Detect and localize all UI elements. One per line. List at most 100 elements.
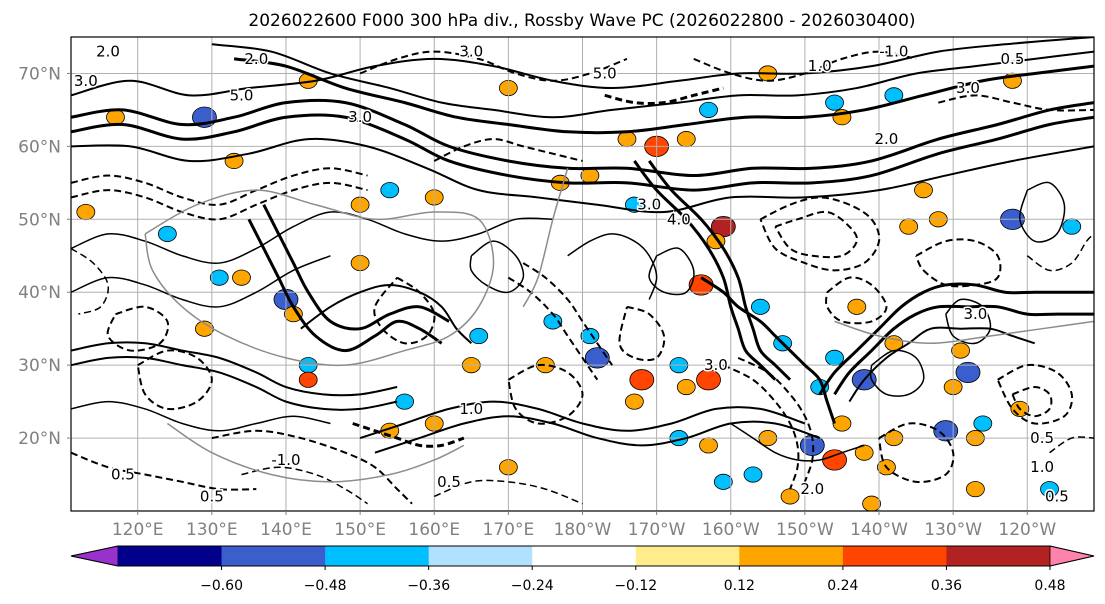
x-tick-label: 160°E: [408, 520, 460, 540]
shaded-cell-core: [591, 353, 603, 363]
contour-label: -1.0: [879, 43, 908, 61]
negative-contour: [1011, 386, 1053, 418]
colorbar-tick-label: −0.48: [304, 578, 347, 594]
negative-contour: [825, 276, 888, 325]
shaded-cell: [854, 444, 874, 461]
contour-layer: [71, 37, 1094, 505]
shaded-cell: [965, 481, 985, 498]
negative-contour: [759, 196, 881, 272]
negative-contour: [507, 276, 599, 381]
contour-label: 3.0: [459, 43, 483, 61]
shaded-cell: [825, 94, 844, 111]
contour-label: -1.0: [271, 451, 300, 469]
contour-label: 2.0: [875, 130, 899, 148]
positive-contour: [71, 113, 1094, 192]
shaded-cell: [580, 167, 600, 184]
positive-contour: [648, 247, 695, 296]
x-tick-label: 120°E: [112, 520, 164, 540]
colorbar-segment: [739, 546, 844, 566]
shaded-cell-core: [695, 280, 707, 290]
contour-label: 5.0: [593, 64, 617, 82]
negative-contour: [737, 356, 815, 483]
negative-contour: [71, 451, 257, 491]
positive-contour: [869, 349, 925, 397]
positive-contour: [469, 240, 525, 294]
positive-contour: [71, 341, 398, 397]
shaded-cell: [395, 393, 414, 410]
shaded-cell: [899, 218, 919, 235]
shaded-cell-core: [304, 376, 313, 384]
negative-contour: [1049, 436, 1094, 454]
colorbar-segment: [532, 546, 637, 566]
positive-contour: [374, 415, 821, 454]
positive-contour: [71, 255, 331, 308]
y-tick-label: 50°N: [18, 210, 61, 230]
shaded-cell: [699, 101, 718, 118]
negative-contour: [915, 238, 1002, 288]
negative-contour: [507, 363, 584, 425]
negative-contour: [211, 429, 413, 505]
negative-contour: [106, 305, 170, 352]
colorbar-segment: [842, 546, 947, 566]
colorbar-ticks: −0.60 −0.48 −0.36 −0.24 −0.12 0.12 0.24 0.36 0.4…: [200, 566, 1066, 594]
positive-contour: [71, 400, 331, 432]
contour-label: 5.0: [230, 86, 254, 104]
x-tick-label: 150°E: [334, 520, 386, 540]
x-tick-label: 160°W: [702, 520, 760, 540]
positive-contour: [833, 304, 1094, 396]
shaded-cell: [676, 378, 696, 396]
shaded-cell: [914, 182, 933, 199]
contour-label: 3.0: [74, 72, 98, 90]
y-axis-ticks: 20°N 30°N 40°N 50°N 60°N 70°N: [18, 64, 71, 449]
x-tick-label: 180°W: [554, 520, 612, 540]
x-tick-label: 150°W: [776, 520, 834, 540]
contour-label: 0.5: [200, 487, 224, 505]
positive-contour: [300, 283, 473, 344]
colorbar-tick-label: 0.36: [931, 578, 962, 594]
contour-label: 0.5: [437, 473, 461, 491]
colorbar-tick-label: −0.60: [200, 578, 243, 594]
shaded-cell-core: [703, 374, 714, 385]
rossby-pc-contour: [834, 320, 1094, 345]
negative-contour: [996, 363, 1074, 425]
contour-label: 3.0: [963, 305, 987, 323]
negative-contour: [241, 466, 368, 505]
y-tick-label: 30°N: [18, 356, 61, 376]
positive-contour: [233, 57, 1094, 135]
colorbar-tick-label: −0.36: [407, 578, 450, 594]
positive-contour: [945, 298, 992, 345]
negative-contour: [433, 479, 583, 505]
shaded-cell: [232, 269, 251, 286]
colorbar-extend-high: [1049, 545, 1095, 567]
shaded-cell: [580, 327, 600, 345]
negative-contour: [359, 50, 628, 82]
colorbar-segment: [635, 546, 740, 566]
contour-label: 3.0: [956, 79, 980, 97]
shaded-cell: [624, 393, 644, 410]
negative-contour: [938, 94, 1094, 112]
negative-contour: [522, 262, 613, 366]
rossby-pc-contour: [144, 189, 495, 367]
rossby-pc-contour: [166, 422, 465, 483]
negative-contour: [71, 167, 368, 206]
shaded-cell-core: [940, 425, 952, 436]
colorbar-segment: [118, 546, 223, 566]
negative-contour: [722, 364, 800, 490]
shaded-cell: [951, 342, 970, 359]
contour-label: 0.5: [111, 466, 135, 484]
x-tick-label: 140°W: [850, 520, 908, 540]
positive-contour: [818, 282, 1094, 396]
colorbar: [70, 545, 1095, 567]
positive-contour: [211, 43, 1094, 119]
shaded-cell: [469, 327, 489, 345]
colorbar-segment: [325, 546, 430, 566]
contour-label: 0.5: [1045, 487, 1069, 505]
shaded-cell: [209, 269, 229, 286]
shaded-cell: [76, 203, 96, 221]
positive-contour: [1019, 181, 1066, 243]
negative-contour: [352, 422, 465, 448]
shaded-cell: [380, 182, 400, 199]
shaded-cell: [713, 473, 733, 490]
x-tick-label: 130°W: [924, 520, 982, 540]
